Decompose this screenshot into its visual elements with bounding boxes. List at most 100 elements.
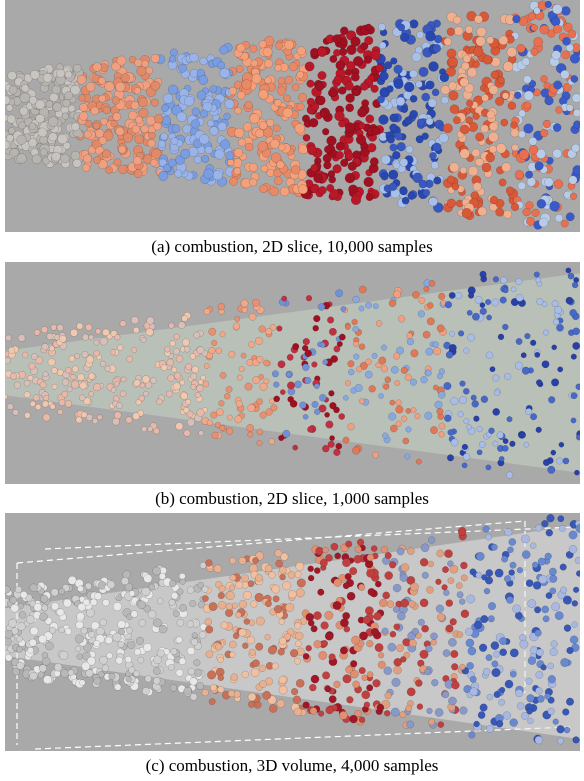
sample-dot: [325, 611, 334, 620]
sample-dot: [449, 344, 456, 351]
sample-dot: [422, 625, 429, 632]
sample-dot: [412, 291, 419, 298]
sample-dot: [402, 197, 409, 204]
sample-dot: [316, 547, 324, 555]
sample-dot: [191, 120, 200, 129]
sample-dot: [431, 162, 439, 170]
sample-dot: [425, 412, 433, 420]
sample-dot: [550, 575, 558, 583]
sample-dot: [173, 610, 180, 617]
sample-dot: [323, 547, 329, 553]
sample-dot: [385, 377, 390, 382]
sample-dot: [530, 340, 536, 346]
sample-dot: [379, 393, 384, 398]
sample-dot: [51, 589, 59, 597]
sample-dot: [134, 380, 141, 387]
sample-dot: [202, 689, 209, 696]
sample-dot: [20, 93, 30, 103]
sample-dot: [194, 156, 201, 163]
sample-dot: [190, 693, 197, 700]
sample-dot: [571, 354, 577, 360]
sample-dot: [353, 681, 360, 688]
sample-dot: [353, 296, 360, 303]
sample-dot: [400, 33, 409, 42]
sample-dot: [322, 672, 330, 680]
sample-dot: [225, 99, 235, 109]
sample-dot: [552, 4, 562, 14]
sample-dot: [24, 412, 30, 418]
sample-dot: [359, 306, 364, 311]
sample-dot: [234, 128, 244, 138]
sample-dot: [229, 351, 236, 358]
sample-dot: [6, 105, 13, 112]
sample-dot: [287, 382, 295, 390]
sample-dot: [186, 399, 191, 404]
sample-dot: [252, 299, 259, 306]
sample-dot: [346, 61, 355, 70]
sample-dot: [353, 341, 359, 347]
sample-dot: [322, 128, 329, 135]
sample-dot: [9, 86, 17, 94]
sample-dot: [142, 60, 149, 67]
sample-dot: [265, 601, 271, 607]
sample-dot: [29, 639, 36, 646]
sample-dot: [71, 381, 79, 389]
sample-dot: [319, 394, 326, 401]
sample-dot: [207, 120, 214, 127]
sample-dot: [571, 393, 577, 399]
sample-dot: [561, 220, 568, 227]
sample-dot: [320, 342, 325, 347]
sample-dot: [135, 59, 143, 67]
sample-dot: [282, 581, 291, 590]
sample-dot: [357, 108, 366, 117]
sample-dot: [220, 372, 226, 378]
sample-dot: [36, 114, 45, 123]
sample-dot: [255, 593, 264, 602]
sample-dot: [135, 135, 144, 144]
sample-dot: [82, 334, 89, 341]
sample-dot: [496, 720, 503, 727]
sample-dot: [274, 396, 280, 402]
sample-dot: [313, 315, 320, 322]
sample-dot: [329, 176, 336, 183]
sample-dot: [360, 82, 368, 90]
sample-dot: [553, 719, 559, 725]
sample-dot: [534, 272, 540, 278]
sample-dot: [318, 47, 327, 56]
sample-dot: [355, 384, 363, 392]
sample-dot: [103, 599, 110, 606]
sample-dot: [151, 149, 161, 159]
sample-dot: [381, 172, 389, 180]
sample-dot: [21, 85, 29, 93]
sample-dot: [93, 122, 100, 129]
sample-dot: [186, 364, 192, 370]
sample-dot: [459, 396, 467, 404]
sample-dot: [272, 371, 279, 378]
sample-dot: [461, 62, 469, 70]
sample-dot: [79, 112, 88, 121]
sample-dot: [448, 697, 456, 705]
sample-dot: [463, 453, 470, 460]
sample-dot: [515, 278, 522, 285]
sample-dot: [395, 132, 403, 140]
sample-dot: [308, 575, 314, 581]
sample-dot: [19, 371, 26, 378]
sample-dot: [458, 331, 464, 337]
sample-dot: [16, 646, 22, 652]
sample-dot: [428, 561, 434, 567]
sample-dot: [552, 51, 561, 60]
sample-dot: [261, 165, 268, 172]
sample-dot: [194, 332, 200, 338]
sample-dot: [406, 333, 412, 339]
sample-dot: [273, 125, 280, 132]
sample-dot: [457, 632, 463, 638]
sample-dot: [553, 149, 562, 158]
sample-dot: [561, 658, 570, 667]
figure-panel: [5, 262, 580, 484]
sample-dot: [529, 137, 537, 145]
sample-dot: [420, 558, 428, 566]
sample-dot: [252, 660, 259, 667]
sample-dot: [225, 609, 233, 617]
sample-dot: [385, 572, 393, 580]
sample-dot: [493, 375, 500, 382]
